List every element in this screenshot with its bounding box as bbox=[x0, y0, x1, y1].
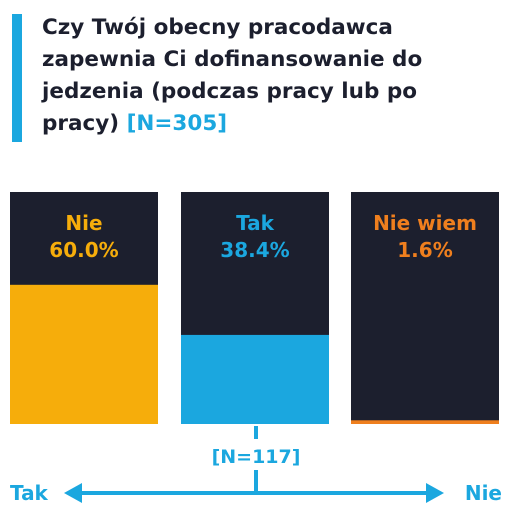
title-text: Czy Twój obecny pracodawca zapewnia Ci d… bbox=[42, 15, 423, 136]
chart-title: Czy Twój obecny pracodawca zapewnia Ci d… bbox=[42, 12, 482, 140]
bar-value-label-nie-wiem: 1.6% bbox=[397, 238, 452, 262]
bar-background-nie-wiem bbox=[351, 192, 499, 424]
bar-nie-wiem bbox=[351, 420, 499, 424]
bar-nie bbox=[10, 284, 158, 424]
title-accent-bar bbox=[12, 14, 22, 142]
arrow-right-label: Nie bbox=[465, 481, 502, 505]
bar-tak bbox=[181, 334, 329, 424]
bar-value-label-nie: 60.0% bbox=[49, 238, 118, 262]
bar-value-label-tak: 38.4% bbox=[220, 238, 289, 262]
title-sample-size: [N=305] bbox=[126, 111, 228, 136]
arrow-head-left bbox=[64, 483, 82, 503]
bar-category-label-tak: Tak bbox=[236, 211, 275, 235]
bar-category-label-nie-wiem: Nie wiem bbox=[373, 211, 477, 235]
title-block: Czy Twój obecny pracodawca zapewnia Ci d… bbox=[12, 12, 502, 142]
bar-category-label-nie: Nie bbox=[65, 211, 102, 235]
followup-sample-size: [N=117] bbox=[212, 446, 301, 468]
arrow-left-label: Tak bbox=[10, 481, 49, 505]
arrow-head-right bbox=[426, 483, 444, 503]
